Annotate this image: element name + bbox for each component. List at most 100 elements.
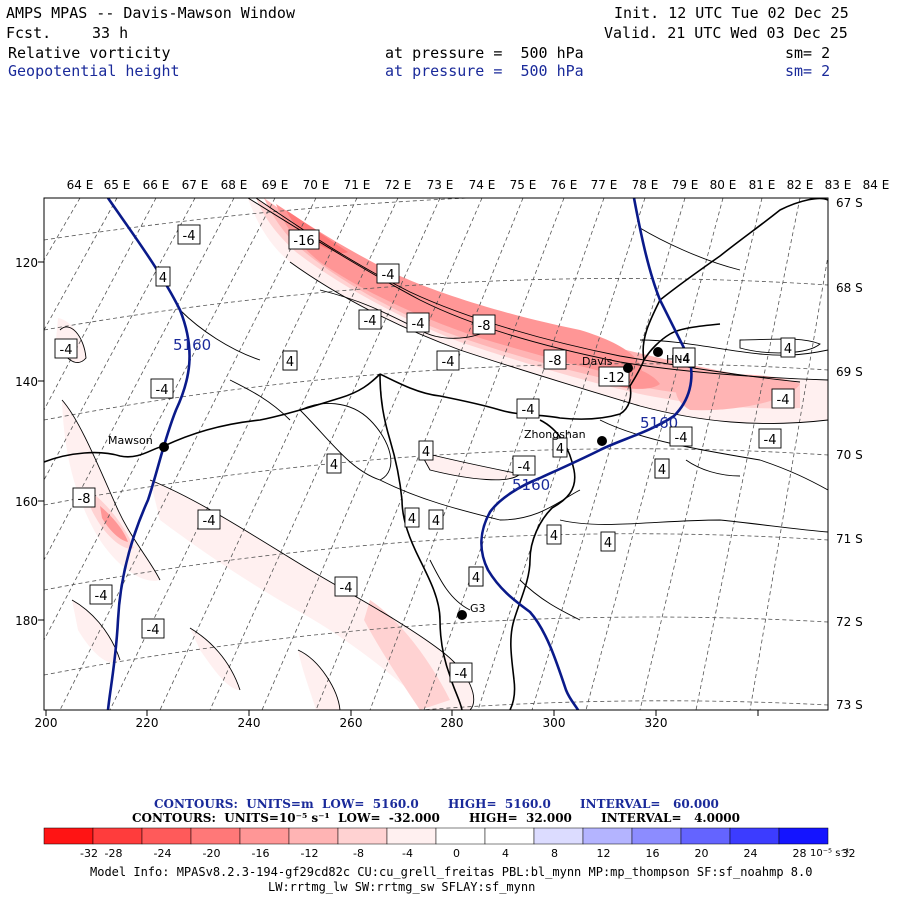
color-bar-unit: 10⁻⁵ s⁻¹ bbox=[810, 848, 850, 859]
vorticity-label: -8 bbox=[78, 492, 91, 507]
x-tick-label: 320 bbox=[645, 716, 668, 730]
vorticity-label-box bbox=[404, 507, 420, 528]
station-label: Mawson bbox=[108, 434, 153, 447]
vorticity-label-box bbox=[771, 388, 795, 409]
color-bar-tick-label: 8 bbox=[551, 847, 558, 860]
model-physics: LW:rrtmg_lw SW:rrtmg_sw SFLAY:sf_mynn bbox=[268, 880, 536, 894]
color-bar-swatch bbox=[141, 827, 192, 845]
color-bar-swatch bbox=[43, 827, 94, 845]
vorticity-label-box bbox=[418, 440, 434, 461]
lat-label: 68 S bbox=[836, 281, 863, 295]
station-marker bbox=[597, 436, 607, 446]
vorticity-label-box bbox=[436, 350, 460, 371]
vorticity-label-box bbox=[54, 338, 78, 359]
vorticity-label-box bbox=[197, 509, 221, 530]
vorticity-label-box bbox=[780, 337, 796, 358]
vorticity-label-box bbox=[472, 314, 496, 335]
field2-pressure: at pressure = 500 hPa bbox=[385, 62, 584, 80]
lon-label: 77 E bbox=[591, 178, 618, 192]
vorticity-label-box bbox=[288, 229, 320, 250]
x-tick-label: 300 bbox=[543, 716, 566, 730]
color-bar-swatch bbox=[435, 827, 486, 845]
vorticity-contours bbox=[55, 198, 828, 710]
vorticity-label: -4 bbox=[764, 433, 777, 448]
vorticity-label-box bbox=[512, 455, 536, 476]
lon-label: 66 E bbox=[143, 178, 170, 192]
vorticity-label-box bbox=[72, 487, 96, 508]
field1-pressure: at pressure = 500 hPa bbox=[385, 44, 584, 62]
color-bar-tick-label: -28 bbox=[105, 847, 123, 860]
valid-time: Valid. 21 UTC Wed 03 Dec 25 bbox=[604, 24, 848, 42]
lon-label: 81 E bbox=[749, 178, 776, 192]
vorticity-labels: -16 -4 -4 -8 -4 -4 -4 4 -4 -8 -12 4 -4 4 -4 -4 -4 -8 -4 4 4 -… bbox=[54, 224, 796, 683]
x-tick-label: 240 bbox=[238, 716, 261, 730]
lon-label: 69 E bbox=[262, 178, 289, 192]
color-bar-tick-label: -4 bbox=[402, 847, 413, 860]
station-marker bbox=[159, 442, 169, 452]
vorticity-label: -4 bbox=[678, 352, 691, 367]
vorticity-label: 4 bbox=[330, 458, 338, 473]
x-tick-label: 200 bbox=[35, 716, 58, 730]
forecast-label: Fcst. bbox=[6, 24, 52, 42]
y-tick-label: 180 bbox=[15, 614, 38, 628]
vorticity-label: -8 bbox=[549, 354, 562, 369]
vorticity-label-box bbox=[89, 584, 113, 605]
vorticity-label-box bbox=[449, 662, 473, 683]
color-bar-swatch bbox=[337, 827, 388, 845]
lat-label: 67 S bbox=[836, 196, 863, 210]
vorticity-label: -12 bbox=[603, 371, 624, 386]
coastline bbox=[44, 198, 828, 710]
lat-label: 71 S bbox=[836, 532, 863, 546]
vorticity-label: -8 bbox=[478, 319, 491, 334]
color-bar-swatch bbox=[288, 827, 339, 845]
vorticity-label-box bbox=[155, 266, 171, 287]
field1-smoothing: sm= 2 bbox=[785, 44, 831, 62]
vorticity-label: -4 bbox=[455, 667, 468, 682]
lat-label: 73 S bbox=[836, 698, 863, 712]
vorticity-label-box bbox=[334, 576, 358, 597]
stations: Mawson Davis Zhongshan G3 HN4 bbox=[108, 347, 690, 620]
vorticity-label: -4 bbox=[183, 229, 196, 244]
x-tick-label: 280 bbox=[441, 716, 464, 730]
y-tick-label: 160 bbox=[15, 495, 38, 509]
lon-label: 68 E bbox=[221, 178, 248, 192]
map-title: AMPS MPAS -- Davis-Mawson Window bbox=[6, 4, 295, 22]
lon-label: 78 E bbox=[632, 178, 659, 192]
color-bar-tick-label: -12 bbox=[301, 847, 319, 860]
vorticity-label: 4 bbox=[604, 536, 612, 551]
vorticity-label: 4 bbox=[159, 271, 167, 286]
station-marker bbox=[623, 363, 633, 373]
lon-label: 80 E bbox=[710, 178, 737, 192]
station-label: G3 bbox=[470, 602, 486, 615]
vorticity-label: -4 bbox=[95, 589, 108, 604]
color-bar-swatch bbox=[582, 827, 633, 845]
vorticity-label-box bbox=[468, 566, 484, 587]
vorticity-label: 4 bbox=[472, 571, 480, 586]
lat-label: 72 S bbox=[836, 615, 863, 629]
color-bar-tick-label: 28 bbox=[793, 847, 807, 860]
vorticity-fill bbox=[56, 198, 828, 710]
vorticity-label: -4 bbox=[777, 393, 790, 408]
vorticity-label-box bbox=[654, 458, 670, 479]
color-bar-tick-label: 16 bbox=[646, 847, 660, 860]
vorticity-label: 4 bbox=[658, 463, 666, 478]
lon-label: 64 E bbox=[67, 178, 94, 192]
vorticity-label: 4 bbox=[408, 512, 416, 527]
color-bar-tick-label: -32 bbox=[80, 847, 98, 860]
vorticity-label: -16 bbox=[293, 234, 314, 249]
vorticity-label-box bbox=[428, 509, 444, 530]
vorticity-label-box bbox=[358, 309, 382, 330]
forecast-hours: 33 h bbox=[92, 24, 129, 42]
lon-label: 72 E bbox=[385, 178, 412, 192]
color-bar bbox=[43, 827, 829, 845]
vorticity-label-box bbox=[543, 349, 567, 370]
x-tick-label: 220 bbox=[136, 716, 159, 730]
color-bar-tick-label: 0 bbox=[453, 847, 460, 860]
x-tick-label: 260 bbox=[340, 716, 363, 730]
color-bar-tick-label: -8 bbox=[353, 847, 364, 860]
vorticity-label: 4 bbox=[432, 514, 440, 529]
lon-label: 70 E bbox=[303, 178, 330, 192]
color-bar-tick-label: 24 bbox=[744, 847, 758, 860]
station-label: HN4 bbox=[666, 353, 690, 366]
color-bar-tick-label: -24 bbox=[154, 847, 172, 860]
